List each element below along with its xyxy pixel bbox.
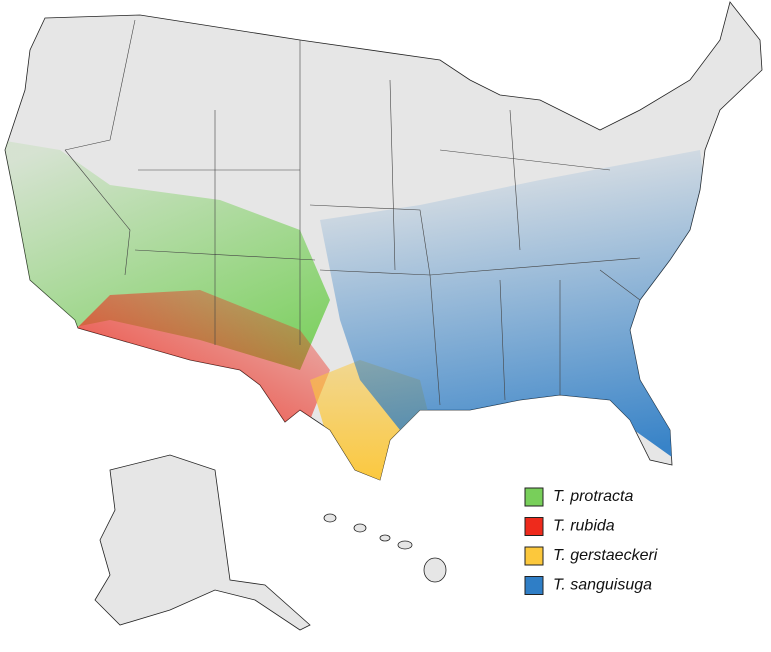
legend-swatch bbox=[524, 546, 544, 566]
legend-label: T. gerstaeckeri bbox=[553, 547, 658, 564]
legend: T. protracta T. rubida T. gerstaeckeri T. s… bbox=[524, 487, 658, 595]
legend-label: T. protracta bbox=[553, 488, 633, 505]
legend-label: T. sanguisuga bbox=[553, 577, 652, 594]
range-areas bbox=[5, 140, 720, 480]
state-borders bbox=[64, 19, 641, 406]
range-area bbox=[75, 290, 330, 425]
hawaii bbox=[323, 513, 447, 583]
range-area bbox=[320, 150, 720, 470]
legend-swatch bbox=[524, 487, 544, 507]
legend-label: T. rubida bbox=[553, 518, 615, 535]
alaska bbox=[94, 454, 311, 631]
legend-swatch bbox=[524, 517, 544, 536]
legend-swatch bbox=[524, 576, 544, 595]
